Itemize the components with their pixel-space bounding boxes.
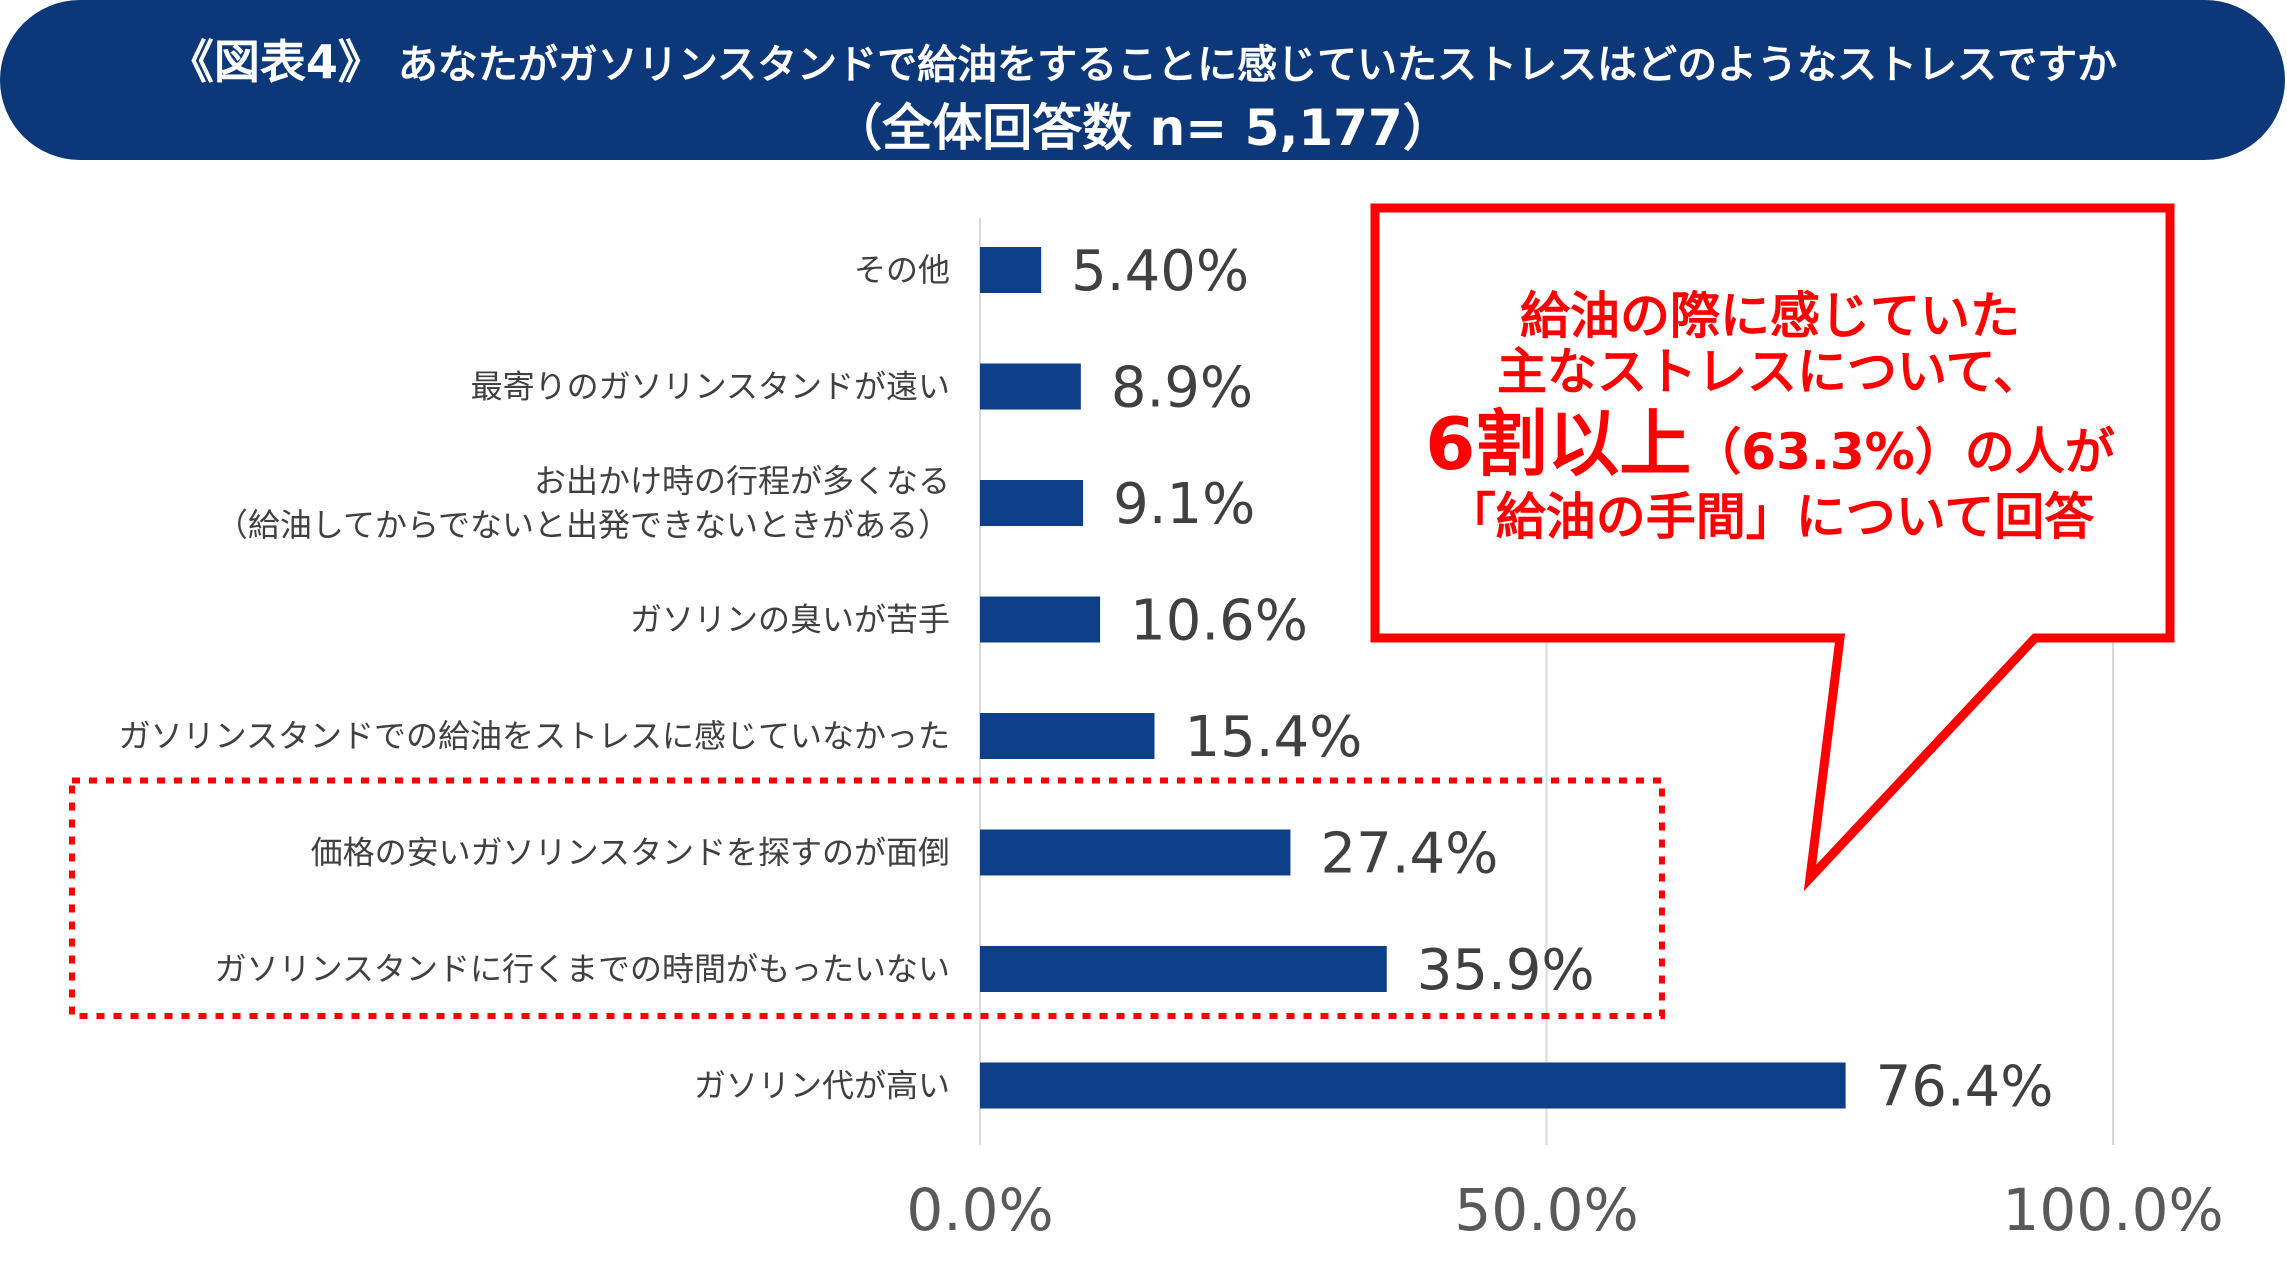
callout-line-2: 主なストレスについて、 bbox=[1497, 343, 2043, 401]
chart-title-banner: 《図表4》 あなたがガソリンスタンドで給油をすることに感じていたストレスはどのよ… bbox=[0, 0, 2285, 160]
bar bbox=[980, 480, 1084, 526]
callout-line-4: 「給油の手間」について回答 bbox=[1445, 487, 2095, 546]
figure-tag: 《図表4》 bbox=[167, 35, 384, 89]
data-label: 27.4% bbox=[1320, 822, 1498, 887]
x-tick-label: 50.0% bbox=[1454, 1176, 1638, 1244]
bar bbox=[980, 363, 1081, 410]
data-label: 10.6% bbox=[1130, 589, 1308, 654]
category-label: お出かけ時の行程が多くなる bbox=[534, 462, 950, 500]
chart-subtitle: （全体回答数 n= 5,177） bbox=[832, 99, 1453, 157]
x-tick-label: 100.0% bbox=[2002, 1176, 2223, 1244]
category-label: ガソリンスタンドでの給油をストレスに感じていなかった bbox=[119, 717, 950, 755]
data-label: 5.40% bbox=[1071, 239, 1249, 304]
data-label: 9.1% bbox=[1113, 472, 1255, 537]
bar bbox=[980, 596, 1101, 643]
data-label: 76.4% bbox=[1876, 1055, 2054, 1120]
bar bbox=[980, 713, 1155, 759]
highlight-box bbox=[69, 777, 1665, 1019]
question-text: あなたがガソリンスタンドで給油をすることに感じていたストレスはどのようなストレス… bbox=[397, 42, 2118, 88]
bar bbox=[980, 946, 1387, 992]
x-tick-label: 0.0% bbox=[906, 1176, 1053, 1244]
callout-emphasis: 6割以上 bbox=[1425, 402, 1692, 486]
callout-bubble bbox=[1370, 203, 2175, 892]
data-label: 15.4% bbox=[1184, 705, 1362, 770]
callout-bubble-layer bbox=[1370, 203, 2175, 892]
bar bbox=[980, 247, 1042, 293]
callout-line-1: 給油の際に感じていた bbox=[1520, 287, 2020, 345]
data-label: 8.9% bbox=[1111, 356, 1253, 421]
callout-line-3-rest: の人が bbox=[1964, 423, 2115, 481]
category-label: 価格の安いガソリンスタンドを探すのが面倒 bbox=[311, 834, 950, 872]
category-label: ガソリン代が高い bbox=[694, 1067, 950, 1105]
callout-line-3: 6割以上（63.3%）の人が bbox=[1380, 404, 2160, 485]
chart-title: 《図表4》 あなたがガソリンスタンドで給油をすることに感じていたストレスはどのよ… bbox=[0, 26, 2285, 92]
category-label: 最寄りのガソリンスタンドが遠い bbox=[471, 368, 950, 406]
highlight-box-layer bbox=[69, 777, 1665, 1019]
callout-text: 給油の際に感じていた 主なストレスについて、 6割以上（63.3%）の人が 「給… bbox=[1380, 288, 2160, 545]
category-label: その他 bbox=[854, 251, 950, 289]
labels-layer: 0.0% 50.0% 100.0% その他 5.40% 最寄りのガソリンスタンドが遠い 8.… bbox=[119, 239, 2224, 1244]
bar bbox=[980, 829, 1291, 876]
category-label: ガソリンの臭いが苦手 bbox=[630, 601, 950, 639]
bars-layer bbox=[980, 247, 1846, 1109]
category-label: ガソリンスタンドに行くまでの時間がもったいない bbox=[215, 950, 950, 988]
data-label: 35.9% bbox=[1417, 938, 1595, 1003]
bar bbox=[980, 1062, 1846, 1109]
callout-percentage: （63.3%） bbox=[1691, 423, 1965, 481]
category-label: （給油してからでないと出発できないときがある） bbox=[216, 506, 950, 544]
